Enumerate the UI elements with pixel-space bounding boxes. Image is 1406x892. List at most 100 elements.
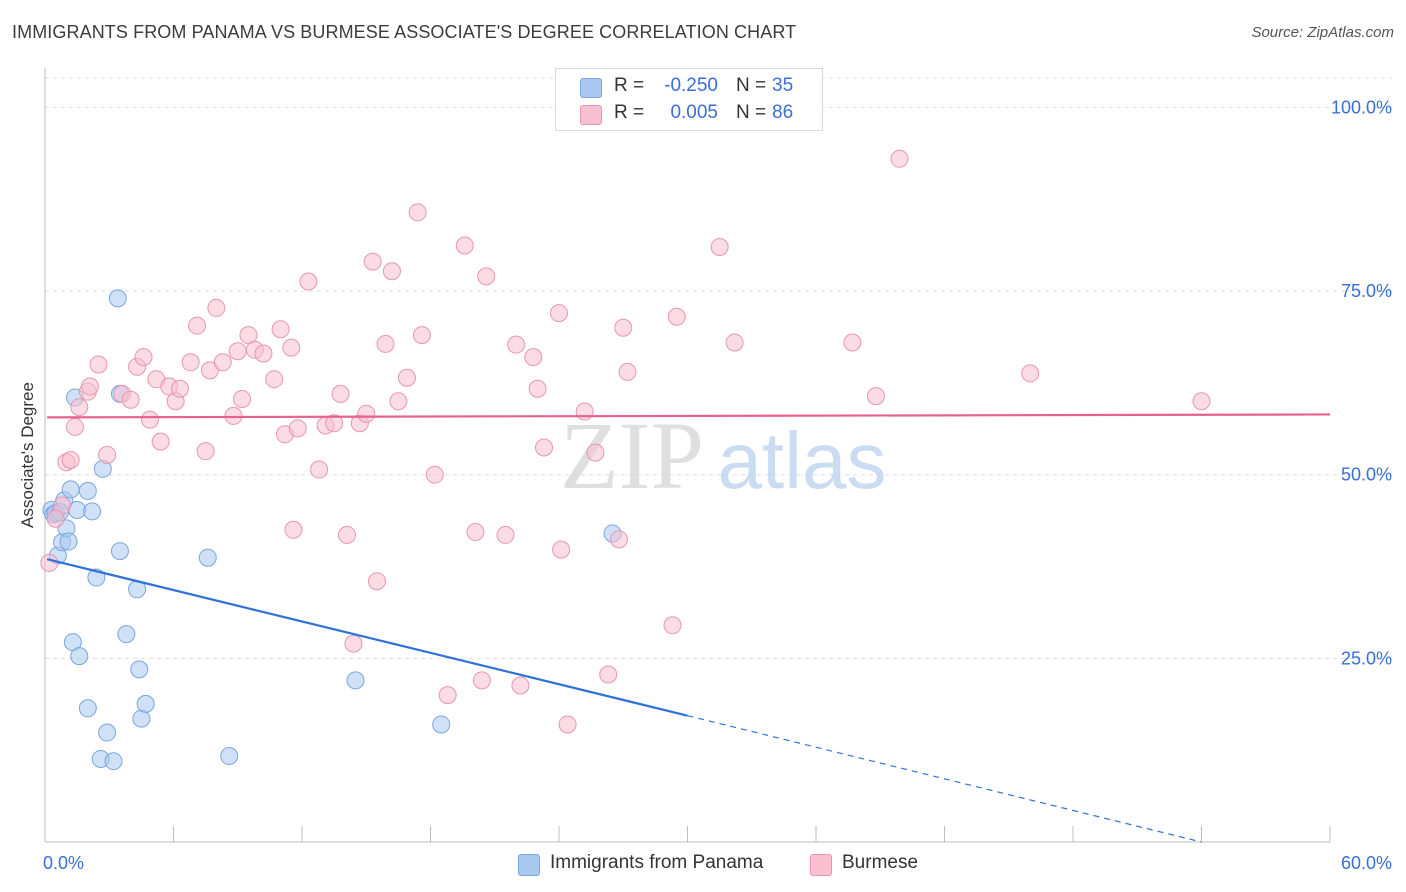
data-point bbox=[325, 414, 344, 433]
data-point bbox=[344, 634, 363, 653]
data-point bbox=[134, 348, 153, 367]
data-point bbox=[599, 665, 618, 684]
data-point bbox=[663, 616, 682, 635]
tick-labels: 25.0% 50.0% 75.0% 100.0% 0.0% 60.0% bbox=[43, 97, 1392, 873]
data-point bbox=[412, 326, 431, 345]
data-point bbox=[198, 548, 217, 567]
data-point bbox=[299, 272, 318, 291]
data-point bbox=[425, 465, 444, 484]
data-point bbox=[438, 686, 457, 705]
data-point bbox=[284, 520, 303, 539]
data-point bbox=[59, 532, 78, 551]
data-point bbox=[331, 384, 350, 403]
data-point bbox=[511, 676, 530, 695]
data-point bbox=[188, 316, 207, 335]
y-tick-label: 50.0% bbox=[1341, 465, 1392, 485]
data-point bbox=[271, 320, 290, 339]
y-axis-label: Associate's Degree bbox=[18, 382, 37, 528]
legend-n-value: 86 bbox=[772, 102, 794, 123]
trend-lines bbox=[46, 413, 1331, 843]
data-point bbox=[310, 460, 329, 479]
data-point bbox=[496, 525, 515, 544]
data-point bbox=[357, 404, 376, 423]
data-point bbox=[130, 660, 149, 679]
bottom-legend-swatch-burmese bbox=[810, 854, 832, 876]
trend-line bbox=[47, 413, 1331, 419]
legend-r-label: R = bbox=[614, 75, 645, 96]
data-point bbox=[376, 334, 395, 353]
data-point bbox=[558, 715, 577, 734]
data-point bbox=[337, 525, 356, 544]
bottom-legend-label-burmese: Burmese bbox=[842, 852, 919, 873]
data-point bbox=[667, 307, 686, 326]
bottom-legend-label-panama: Immigrants from Panama bbox=[550, 852, 764, 873]
data-point bbox=[550, 304, 568, 323]
data-point bbox=[200, 361, 219, 380]
data-point bbox=[397, 368, 416, 387]
data-point bbox=[408, 203, 427, 222]
data-point bbox=[70, 398, 89, 417]
data-point bbox=[363, 252, 382, 271]
data-point bbox=[843, 333, 862, 352]
axes bbox=[44, 68, 1331, 843]
data-point bbox=[535, 438, 554, 457]
data-point bbox=[140, 410, 159, 429]
data-point bbox=[432, 715, 451, 734]
data-point bbox=[170, 379, 189, 398]
legend-r-value: -0.250 bbox=[664, 75, 718, 96]
data-point bbox=[181, 353, 200, 372]
legend-swatch-burmese bbox=[580, 105, 602, 125]
legend-r-label: R = bbox=[614, 102, 645, 123]
data-point bbox=[228, 342, 247, 361]
y-tick-label: 75.0% bbox=[1341, 281, 1392, 301]
chart-title: IMMIGRANTS FROM PANAMA VS BURMESE ASSOCI… bbox=[12, 22, 797, 42]
data-point bbox=[65, 417, 84, 436]
data-point bbox=[507, 335, 526, 354]
data-point bbox=[78, 481, 97, 500]
stats-legend: R = -0.250 N = 35 R = 0.005 N = 86 bbox=[555, 68, 823, 131]
data-point bbox=[866, 387, 885, 406]
x-tick-label-max: 60.0% bbox=[1341, 853, 1392, 873]
y-tick-label: 25.0% bbox=[1341, 648, 1392, 668]
data-point bbox=[213, 353, 232, 372]
data-point bbox=[98, 723, 117, 742]
data-point bbox=[288, 419, 307, 438]
data-point bbox=[1192, 392, 1211, 411]
trend-line-extension bbox=[687, 715, 1202, 843]
grid-lines bbox=[45, 77, 1392, 659]
data-point bbox=[136, 694, 155, 713]
data-point bbox=[528, 379, 547, 398]
data-point bbox=[389, 392, 408, 411]
y-tick-label: 100.0% bbox=[1331, 97, 1392, 117]
data-point bbox=[265, 370, 284, 389]
series-burmese-points bbox=[40, 149, 1211, 734]
data-point bbox=[725, 333, 744, 352]
x-tick-label-min: 0.0% bbox=[43, 853, 84, 873]
trend-line bbox=[46, 558, 688, 717]
legend-n-label: N = bbox=[736, 102, 767, 123]
data-point bbox=[552, 540, 571, 559]
data-point bbox=[151, 432, 170, 451]
data-point bbox=[78, 699, 97, 718]
data-point bbox=[61, 451, 80, 469]
data-point bbox=[104, 752, 123, 771]
data-point bbox=[575, 402, 594, 421]
legend-r-value: 0.005 bbox=[670, 102, 718, 123]
data-point bbox=[121, 390, 140, 409]
legend-row-burmese: R = 0.005 N = 86 bbox=[556, 101, 822, 127]
data-point bbox=[466, 522, 485, 541]
data-point bbox=[524, 348, 543, 367]
data-point bbox=[61, 480, 80, 499]
data-point bbox=[710, 237, 729, 256]
data-point bbox=[46, 509, 65, 528]
data-point bbox=[83, 502, 102, 521]
data-point bbox=[233, 390, 252, 409]
data-point bbox=[346, 671, 365, 690]
data-point bbox=[890, 149, 909, 168]
data-point bbox=[80, 377, 99, 396]
data-point bbox=[618, 362, 637, 381]
data-point bbox=[477, 267, 496, 286]
data-point bbox=[110, 542, 129, 561]
data-point bbox=[40, 553, 59, 572]
